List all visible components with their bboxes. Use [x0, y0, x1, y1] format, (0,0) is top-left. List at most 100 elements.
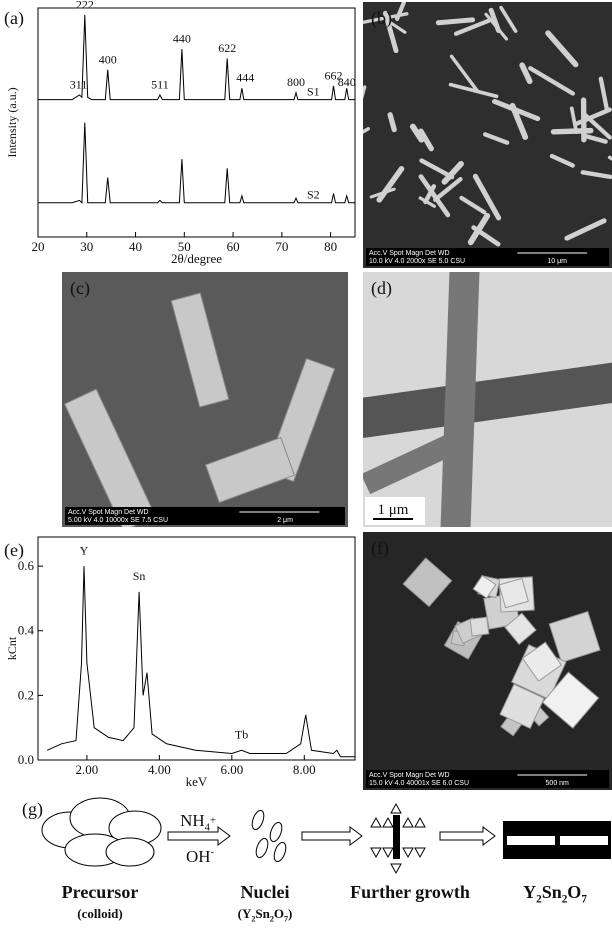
peak-label: 222: [76, 0, 94, 11]
peak-label: 440: [173, 32, 191, 46]
text-part: O: [274, 906, 284, 921]
panel-label: (d): [371, 278, 392, 299]
triangle: [391, 864, 401, 873]
peak-label: 800: [287, 75, 305, 89]
text-part: (colloid): [77, 906, 123, 921]
nucleus: [268, 821, 284, 843]
text-part: Nuclei: [241, 882, 290, 902]
rod-stripe: [507, 836, 555, 845]
rod: [330, 129, 368, 152]
y-tick-label: 0.6: [18, 558, 35, 573]
x-tick-label: 4.00: [148, 762, 171, 777]
data-line: [47, 566, 355, 757]
y-tick-label: 0.4: [18, 623, 35, 638]
text-part: Sn: [542, 882, 562, 902]
text-part: Further growth: [350, 882, 470, 902]
text-part: Y: [523, 882, 536, 902]
triangle: [415, 818, 425, 827]
x-tick-label: 2.00: [76, 762, 99, 777]
y-axis-label: kCnt: [5, 636, 19, 660]
text-part: ): [288, 906, 292, 921]
scale-label: 1 μm: [378, 502, 409, 518]
scale-label: 2 μm: [277, 517, 293, 524]
x-tick-label: 30: [80, 239, 93, 254]
scale-label: 500 nm: [546, 780, 570, 787]
info-values: 5.00 kV 4.0 10000x SE 7.5 CSU: [68, 517, 168, 524]
cloud: [106, 838, 154, 866]
x-axis-label: 2θ/degree: [171, 251, 222, 266]
info-values: 15.0 kV 4.0 40001x SE 6.0 CSU: [369, 780, 469, 787]
nucleus: [250, 809, 266, 831]
peak-label: 400: [99, 52, 117, 66]
peak-label: Y: [80, 543, 89, 557]
info-head: Acc.V Spot Magn Det WD: [68, 509, 149, 516]
y-axis-label: Intensity (a.u.): [5, 87, 19, 157]
micrograph: (c) Acc.V Spot Magn Det WD5.00 kV 4.0 100…: [62, 272, 348, 531]
series-label: S2: [307, 188, 320, 202]
panel-label: (f): [371, 538, 389, 559]
y-tick-label: 0.0: [18, 752, 34, 767]
arrow: [440, 827, 495, 845]
triangle: [383, 818, 393, 827]
info-values: 10.0 kV 4.0 2000x SE 5.0 CSU: [369, 258, 465, 265]
reagent: OH-: [186, 847, 215, 866]
triangle: [391, 804, 401, 813]
triangle: [383, 848, 393, 857]
peak-label: 840: [338, 75, 356, 89]
x-tick-label: 70: [275, 239, 288, 254]
peak-label: 511: [151, 77, 169, 91]
info-head: Acc.V Spot Magn Det WD: [369, 250, 450, 257]
x-tick-label: 60: [227, 239, 240, 254]
peak-label: 311: [70, 77, 88, 91]
text-part: 7: [581, 894, 587, 906]
stage-note: (Y2Sn2O7): [238, 906, 293, 923]
peak-label: Tb: [235, 728, 248, 742]
text-part: NH: [180, 811, 205, 830]
arrow: [302, 827, 362, 845]
series-label: S1: [307, 85, 320, 99]
x-tick-label: 40: [129, 239, 142, 254]
peak-label: 622: [218, 41, 236, 55]
rod-stripe: [560, 836, 608, 845]
triangle: [371, 848, 381, 857]
reagent: NH4+: [180, 811, 216, 833]
panel-label: (b): [371, 8, 392, 29]
triangle: [403, 818, 413, 827]
nucleus: [272, 841, 288, 863]
nucleus: [254, 837, 270, 859]
panel-label: (a): [4, 8, 24, 29]
stage-name: Y2Sn2O7: [523, 882, 587, 906]
info-head: Acc.V Spot Magn Det WD: [369, 772, 450, 779]
text-part: Precursor: [62, 882, 139, 902]
x-tick-label: 6.00: [220, 762, 243, 777]
x-tick-label: 80: [324, 239, 337, 254]
rod: [438, 20, 472, 23]
text-part: OH: [186, 847, 211, 866]
triangle: [415, 848, 425, 857]
scale-label: 10 μm: [547, 258, 567, 265]
triangle: [403, 848, 413, 857]
panel-label: (g): [22, 799, 43, 820]
text-part: O: [567, 882, 581, 902]
image-bg: [363, 532, 612, 790]
x-tick-label: 8.00: [293, 762, 316, 777]
stage-name: Precursor: [62, 882, 139, 902]
micrograph: (d) 1 μm: [339, 260, 612, 531]
text-part: -: [211, 847, 215, 858]
x-axis-label: keV: [186, 774, 208, 789]
stage-name: Further growth: [350, 882, 470, 902]
page: {"chart_data": [ {"type": "line", "panel…: [0, 0, 612, 928]
figure: (a)203040506070802θ/degreeIntensity (a.u…: [0, 0, 612, 928]
text-part: (Y: [238, 906, 252, 921]
x-tick-label: 20: [32, 239, 45, 254]
crystal: [470, 617, 489, 636]
stage-name: Nuclei: [241, 882, 290, 902]
text-part: +: [210, 815, 216, 826]
triangle: [371, 818, 381, 827]
peak-label: Sn: [133, 569, 146, 583]
rod: [554, 131, 591, 132]
panel-label: (c): [70, 278, 90, 299]
peak-label: 444: [236, 71, 254, 85]
